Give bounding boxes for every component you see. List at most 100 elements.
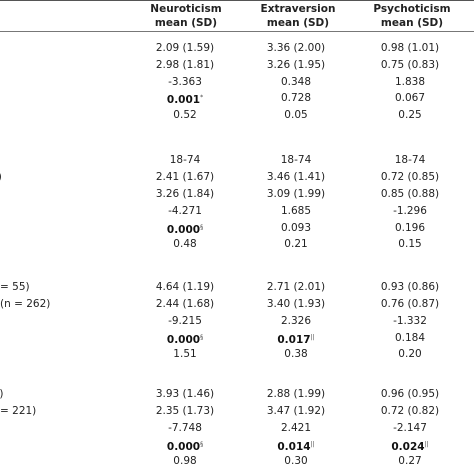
- table-cell: 1.685: [236, 203, 356, 219]
- cell-value: -1.332: [393, 315, 427, 327]
- table-cell: -3.363: [125, 74, 245, 90]
- table-cell: 3.46 (1.41): [236, 169, 356, 185]
- table-cell: 0.85 (0.88): [350, 186, 470, 202]
- table-row: -3.363 0.348 1.838: [0, 74, 474, 90]
- cell-value: 0.000: [166, 334, 201, 346]
- table-row: -4.271 1.685 -1.296: [0, 203, 474, 219]
- table-cell: 0.067: [350, 90, 470, 106]
- cell-value: 2.41 (1.67): [155, 171, 215, 183]
- table-cell: 0.017||: [236, 330, 356, 348]
- table-row: = 221) 2.35 (1.73) 3.47 (1.92) 0.72 (0.82): [0, 403, 474, 419]
- table-cell: 3.40 (1.93): [236, 296, 356, 312]
- cell-value: 0.48: [173, 238, 197, 250]
- table-cell: 0.348: [236, 74, 356, 90]
- table-row: 2.98 (1.81) 3.26 (1.95) 0.75 (0.83): [0, 57, 474, 73]
- cell-value: 0.348: [280, 76, 312, 88]
- cell-value: 0.27: [398, 455, 422, 467]
- footnote-marker: ||: [424, 441, 429, 448]
- cell-value: 0.38: [284, 348, 308, 360]
- table-cell: 2.35 (1.73): [125, 403, 245, 419]
- cell-value: 2.88 (1.99): [266, 388, 326, 400]
- table-cell: 2.44 (1.68): [125, 296, 245, 312]
- table-cell: 2.98 (1.81): [125, 57, 245, 73]
- table-row: 2.09 (1.59) 3.36 (2.00) 0.98 (1.01): [0, 40, 474, 56]
- cell-value: 2.44 (1.68): [155, 298, 215, 310]
- table-cell: 0.75 (0.83): [350, 57, 470, 73]
- table-row: 18-74 18-74 18-74: [0, 152, 474, 168]
- table-cell: 0.093: [236, 220, 356, 236]
- cell-value: 3.36 (2.00): [266, 42, 326, 54]
- table-cell: -2.147: [350, 420, 470, 436]
- table-cell: 1.838: [350, 74, 470, 90]
- table-cell: 0.20: [350, 346, 470, 362]
- cell-value: 0.014: [277, 441, 311, 453]
- table-cell: 0.184: [350, 330, 470, 346]
- cell-value: -3.363: [168, 76, 202, 88]
- cell-value: -9.215: [168, 315, 202, 327]
- table-row: -9.215 2.326 -1.332: [0, 313, 474, 329]
- cell-value: 0.728: [280, 92, 312, 104]
- cell-value: 0.98: [173, 455, 197, 467]
- cell-value: 1.838: [394, 76, 426, 88]
- table-cell: 18-74: [236, 152, 356, 168]
- table-cell: 0.024||: [350, 437, 470, 455]
- table-cell: 0.000§: [125, 437, 245, 455]
- cell-value: -7.748: [168, 422, 202, 434]
- table-cell: 3.47 (1.92): [236, 403, 356, 419]
- table-row: 93) 3.93 (1.46) 2.88 (1.99) 0.96 (0.95): [0, 386, 474, 402]
- footnote-marker: *: [200, 94, 204, 101]
- cell-value: 0.196: [394, 222, 426, 234]
- table-cell: 0.27: [350, 453, 470, 469]
- cell-value: 0.093: [280, 222, 312, 234]
- table-cell: 4.64 (1.19): [125, 279, 245, 295]
- column-header-psychoticism: Psychoticism mean (SD): [373, 3, 451, 29]
- table-cell: 0.000§: [125, 220, 245, 238]
- table-cell: 0.15: [350, 236, 470, 252]
- cell-value: 3.26 (1.84): [155, 188, 215, 200]
- cell-value: 3.47 (1.92): [266, 405, 326, 417]
- cell-value: -1.296: [393, 205, 427, 217]
- cell-value: 0.000: [166, 441, 201, 453]
- cell-value: 3.26 (1.95): [266, 59, 326, 71]
- cell-value: 0.184: [394, 332, 426, 344]
- header-rule: [0, 31, 474, 32]
- table-cell: 3.09 (1.99): [236, 186, 356, 202]
- table-cell: 3.93 (1.46): [125, 386, 245, 402]
- table-cell: 0.728: [236, 90, 356, 106]
- cell-value: 0.067: [394, 92, 426, 104]
- row-label: = 55): [0, 281, 30, 293]
- footnote-marker: ||: [310, 441, 315, 448]
- table-top-rule: [0, 0, 474, 1]
- table-row: 1.51 0.38 0.20: [0, 346, 474, 362]
- cell-value: 0.017: [277, 334, 311, 346]
- cell-value: 0.93 (0.86): [380, 281, 440, 293]
- table-row: = 55) 4.64 (1.19) 2.71 (2.01) 0.93 (0.86): [0, 279, 474, 295]
- table-row: 0.98 0.30 0.27: [0, 453, 474, 469]
- table-cell: 3.36 (2.00): [236, 40, 356, 56]
- cell-value: 2.35 (1.73): [155, 405, 215, 417]
- footnote-marker: §: [200, 224, 204, 231]
- cell-value: 3.09 (1.99): [266, 188, 326, 200]
- table-row: 0.52 0.05 0.25: [0, 107, 474, 123]
- table-cell: -1.296: [350, 203, 470, 219]
- cell-value: 2.421: [280, 422, 312, 434]
- cell-value: 0.000: [166, 224, 201, 236]
- table-cell: 0.196: [350, 220, 470, 236]
- table-cell: -7.748: [125, 420, 245, 436]
- table-cell: 1.51: [125, 346, 245, 362]
- cell-value: 0.024: [391, 441, 425, 453]
- table-cell: 0.21: [236, 236, 356, 252]
- cell-value: 0.05: [284, 109, 308, 121]
- cell-value: 4.64 (1.19): [155, 281, 215, 293]
- footnote-marker: ||: [310, 334, 315, 341]
- cell-value: 18-74: [169, 154, 201, 166]
- table-cell: 0.001*: [125, 90, 245, 108]
- table-row: 0.000§ 0.093 0.196: [0, 220, 474, 236]
- row-label: (n = 262): [0, 298, 51, 310]
- cell-value: 3.40 (1.93): [266, 298, 326, 310]
- table-cell: 2.09 (1.59): [125, 40, 245, 56]
- table-cell: 2.421: [236, 420, 356, 436]
- table-cell: 0.38: [236, 346, 356, 362]
- cell-value: 0.21: [284, 238, 308, 250]
- cell-value: 0.72 (0.82): [380, 405, 440, 417]
